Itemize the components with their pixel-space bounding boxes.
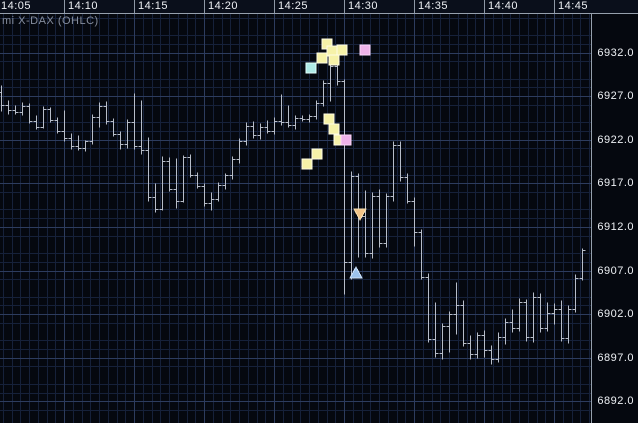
signal-square-yellow xyxy=(328,54,340,66)
signal-square-yellow xyxy=(323,113,335,125)
signal-triangle-up xyxy=(349,265,363,279)
price-tick-label: 6892.0 xyxy=(597,395,634,407)
time-tick-mark xyxy=(484,0,485,13)
time-tick-label: 14:30 xyxy=(348,0,379,12)
time-tick-label: 14:25 xyxy=(278,0,309,12)
time-tick-mark xyxy=(204,0,205,13)
signal-square-yellow xyxy=(311,148,323,160)
time-tick-label: 14:20 xyxy=(208,0,239,12)
price-tick-label: 6932.0 xyxy=(597,47,634,59)
price-tick-label: 6912.0 xyxy=(597,221,634,233)
signal-square-yellow xyxy=(316,52,328,64)
signal-square-yellow xyxy=(328,123,340,135)
time-tick-label: 14:35 xyxy=(418,0,449,12)
time-tick-mark xyxy=(414,0,415,13)
time-tick-mark xyxy=(344,0,345,13)
time-tick-label: 14:05 xyxy=(1,0,32,12)
time-tick-mark xyxy=(64,0,65,13)
instrument-label: mi X-DAX (OHLC) xyxy=(2,15,99,27)
time-tick-label: 14:10 xyxy=(68,0,99,12)
time-axis: 14:05 14:10 14:15 14:20 14:25 14:30 14:35 14:40… xyxy=(0,0,638,14)
signal-square-yellow xyxy=(336,44,348,56)
time-tick-label: 14:15 xyxy=(138,0,169,12)
signal-square-yellow xyxy=(301,158,313,170)
price-tick-label: 6922.0 xyxy=(597,134,634,146)
price-tick-label: 6902.0 xyxy=(597,308,634,320)
time-tick-mark xyxy=(554,0,555,13)
signal-square-cyan xyxy=(305,62,317,74)
time-tick-label: 14:40 xyxy=(488,0,519,12)
time-tick-mark xyxy=(134,0,135,13)
price-tick-label: 6927.0 xyxy=(597,90,634,102)
price-tick-label: 6897.0 xyxy=(597,352,634,364)
signal-triangle-down xyxy=(353,208,367,222)
price-tick-label: 6917.0 xyxy=(597,177,634,189)
ohlc-bars xyxy=(0,59,586,365)
time-tick-mark xyxy=(274,0,275,13)
time-tick-label: 14:45 xyxy=(558,0,589,12)
signal-square-pink xyxy=(359,44,371,56)
signal-square-pink xyxy=(340,134,352,146)
price-tick-label: 6907.0 xyxy=(597,265,634,277)
price-axis: 6932.0 6927.0 6922.0 6917.0 6912.0 6907.0 6902… xyxy=(592,14,638,423)
